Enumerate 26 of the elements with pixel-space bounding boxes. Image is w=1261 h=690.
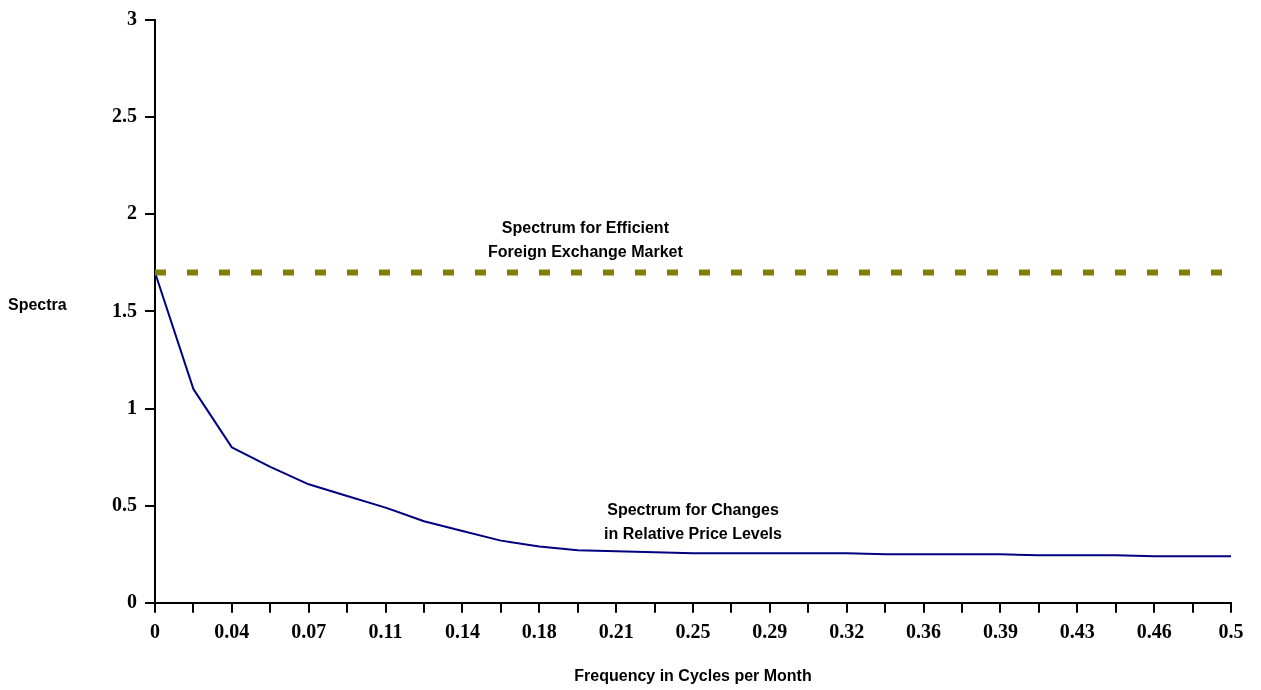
x-tick-label: 0.43: [1059, 619, 1095, 642]
x-tick-label: 0.46: [1136, 619, 1172, 642]
x-tick-label: 0.25: [675, 619, 711, 642]
y-tick-label: 3: [127, 7, 137, 30]
y-tick-label: 2.5: [112, 104, 137, 127]
x-tick-label: 0.32: [829, 619, 865, 642]
x-tick-label: 0.07: [291, 619, 327, 642]
x-axis-title: Frequency in Cycles per Month: [574, 666, 812, 684]
x-tick-label: 0: [150, 619, 160, 642]
y-tick-label: 0.5: [112, 492, 137, 515]
x-tick-label: 0.39: [982, 619, 1018, 642]
y-tick-label: 2: [127, 201, 137, 224]
ref-line-label: Spectrum for Efficient Foreign Exchange Market: [488, 218, 684, 260]
x-tick-label: 0.5: [1218, 619, 1244, 642]
y-axis-title: Spectra: [8, 295, 67, 313]
y-tick-label: 1: [127, 395, 137, 418]
y-tick-label: 0: [127, 589, 137, 612]
x-tick-label: 0.18: [521, 619, 557, 642]
x-tick-label: 0.36: [906, 619, 942, 642]
series-label: Spectrum for Changes in Relative Price Levels: [604, 501, 783, 543]
y-tick-label: 1.5: [112, 298, 137, 321]
x-tick-label: 0.29: [752, 619, 788, 642]
x-tick-label: 0.11: [368, 619, 403, 642]
x-tick-label: 0.14: [444, 619, 480, 642]
x-tick-label: 0.04: [214, 619, 250, 642]
x-tick-label: 0.21: [598, 619, 634, 642]
